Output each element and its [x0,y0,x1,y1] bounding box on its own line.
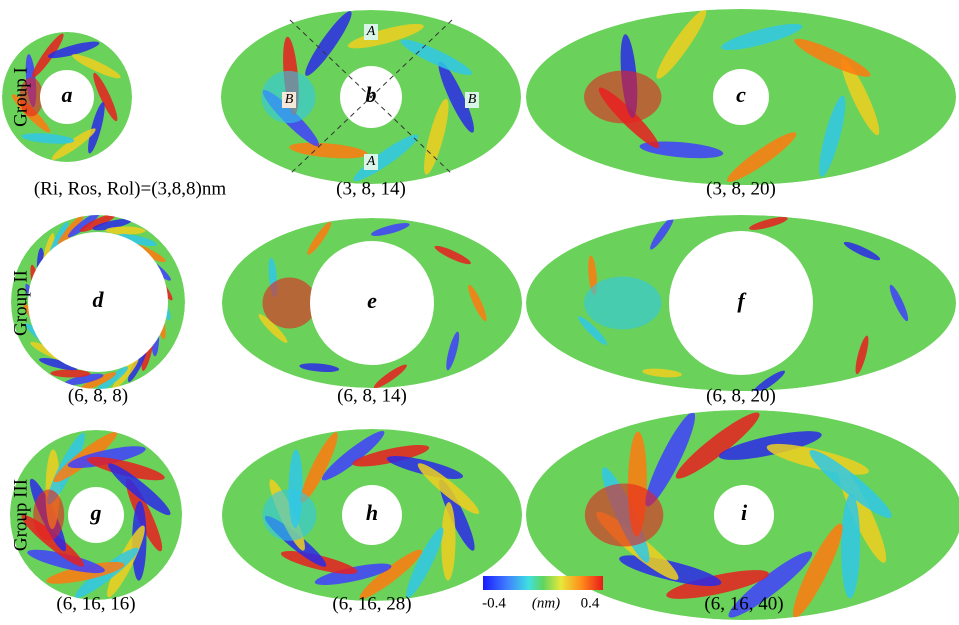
panel-caption: (6, 16, 40) [704,593,783,614]
panel-letter: h [366,500,378,525]
panel-caption: (3, 8, 14) [336,178,406,199]
panel-letter: g [90,500,102,525]
panel-caption: (6, 16, 16) [56,593,135,614]
panel-letter: e [367,288,377,313]
panel-letter: d [93,287,105,312]
group-label: Group II [10,270,31,336]
colorbar [483,576,603,590]
panel-letter: c [736,82,746,107]
colorbar-max: 0.4 [581,595,600,611]
panel-caption: (6, 8, 20) [706,385,776,406]
colorbar-unit: (nm) [532,595,560,611]
annotation: A [366,24,376,39]
panel-caption: (3, 8, 20) [706,178,776,199]
blob [263,278,317,329]
panel-caption: (Ri, Ros, Rol)=(3,8,8)nm [34,178,226,199]
blob [584,71,661,124]
panel-letter: i [741,500,748,525]
blob [584,277,661,330]
annotation: B [468,92,477,107]
panel-caption: (6, 8, 8) [68,385,128,406]
blob [263,489,317,541]
panel-letter: b [366,82,377,107]
annotation: A [366,154,376,169]
panel-caption: (6, 8, 14) [337,385,407,406]
panel-letter: a [62,82,73,107]
blob [585,484,663,547]
colorbar-min: -0.4 [482,595,506,611]
figure: a (Ri, Ros, Rol)=(3,8,8)nm b (3, 8, 14) c (3,… [0,0,959,625]
panel-caption: (6, 16, 28) [332,593,411,614]
panels: a (Ri, Ros, Rol)=(3,8,8)nm b (3, 8, 14) c (3,… [2,5,959,624]
blob [33,490,64,541]
group-label: Group III [10,479,31,551]
group-label: Group I [10,67,31,127]
annotation: B [285,92,294,107]
